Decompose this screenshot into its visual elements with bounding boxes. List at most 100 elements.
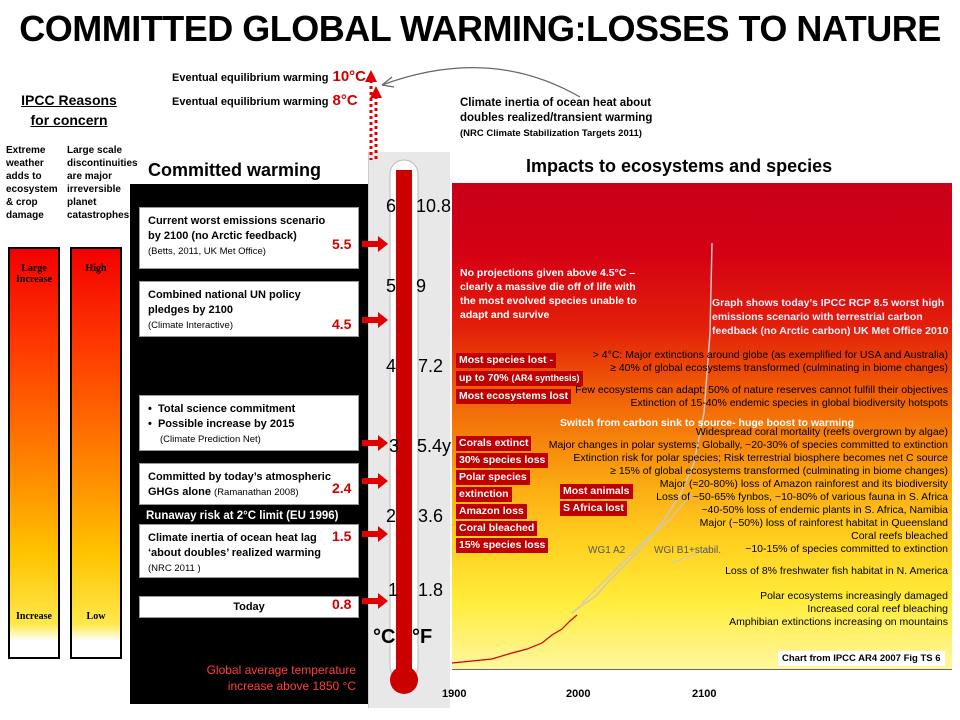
year-label: 1900 [442,688,467,700]
risk-bar-discontinuities: High Low [70,247,122,659]
box-source: (Ramanathan 2008) [214,487,299,498]
red-label: 15% species loss [456,538,549,553]
impacts-chart [452,183,952,669]
value-5-5: 5.5 [332,236,352,252]
impact-line: Loss of ~50-65% fynbos, ~10-80% of vario… [656,491,948,503]
most-species-lost: Most species lost - [456,353,556,368]
bar2-top-label: High [85,263,107,274]
col1-line: adds to [6,171,42,182]
equilibrium-10c: Eventual equilibrium warming 10°C [172,68,366,85]
risk-bar-extreme-weather: Large Increase Increase [8,247,60,659]
box-bullet: • Possible increase by 2015 [148,418,295,430]
col2-line: Large scale [67,145,123,156]
equilibrium-value: 10°C [332,68,366,85]
box-ocean-inertia: Climate inertia of ocean heat lag ‘about… [139,524,359,578]
col2-line: catastrophes [67,210,130,221]
tick-c: 4 [386,356,397,376]
graph-note: Graph shows today’s IPCC RCP 8.5 worst h… [712,297,949,337]
impact-line: Extinction risk for polar species; Risk … [573,452,948,464]
unit-fahrenheit: °F [412,626,433,648]
impact-line: ≥ 15% of global ecosystems transformed (… [610,465,948,477]
impact-line: Major changes in polar systems; Globally… [548,439,948,451]
impact-line: Extinction of 15-40% endemic species in … [630,397,948,409]
most-species-group: Most species lost - up to 70% (AR4 synth… [456,350,583,404]
impact-line: ~40-50% loss of endemic plants in S. Afr… [701,504,948,516]
footer-line: Global average temperature [206,663,356,677]
box-source: (Betts, 2011, UK Met Office) [148,246,266,257]
equilibrium-8c: Eventual equilibrium warming 8°C [172,92,358,109]
chart-curves [452,242,715,664]
impact-line: Major (~50%) loss of rainforest habitat … [699,517,948,529]
impact-line: Widespread coral mortality (reefs overgr… [695,426,948,438]
impact-line: ≥ 40% of global ecosystems transformed (… [610,362,948,374]
box-line: ‘about doubles’ realized warming [148,547,321,559]
most-animals-group: Most animals S Africa lost [560,482,633,516]
box-atmospheric-ghgs: Committed by today’s atmospheric GHGs al… [139,463,359,505]
red-labels: Corals extinct 30% species loss Polar sp… [456,434,549,553]
chart-title: Impacts to ecosystems and species [526,156,833,176]
tick-c: 3 [389,436,400,456]
committed-footer: Global average temperature increase abov… [188,662,356,694]
most-ecosystems-lost: Most ecosystems lost [456,389,572,404]
s-africa-lost: S Africa lost [560,501,627,516]
tick-f: 5.4y [417,436,452,456]
chart-source: Chart from IPCC AR4 2007 Fig TS 6 [778,651,945,666]
inertia-line-1: Climate inertia of ocean heat about [460,97,652,109]
tick-c: 1 [388,580,399,600]
inertia-note: Climate inertia of ocean heat about doub… [460,96,652,141]
box-source: (Climate Prediction Net) [160,434,261,445]
red-label: 30% species loss [456,453,549,468]
box-line: Possible increase by 2015 [157,418,295,430]
col1-line: Extreme [6,145,46,156]
box-bullet: • Total science commitment [148,403,296,415]
bar1-top-line: Large [21,263,47,274]
impact-line: Amphibian extinctions increasing on moun… [729,616,948,628]
col2-line: planet [67,197,97,208]
impact-line: Major (≈20-80%) loss of Amazon rainfores… [659,478,948,490]
curved-arrow [381,67,581,98]
ipcc-heading-line2: for concern [30,112,108,128]
impact-line: Loss of 8% freshwater fish habitat in N.… [725,565,948,577]
inertia-source: (NRC Climate Stabilization Targets 2011) [460,128,642,139]
col1-line: ecosystem [6,184,58,195]
page-title: COMMITTED GLOBAL WARMING:LOSSES TO NATUR… [19,8,941,49]
up-to-text: up to 70% [459,372,509,384]
red-label: Polar species [456,470,530,485]
box-line: GHGs alone [148,486,211,498]
value-2-4: 2.4 [332,480,352,496]
col1-line: weather [6,158,44,169]
box-line: Committed by today’s atmospheric [148,471,331,483]
red-label: Corals extinct [456,436,532,451]
red-label: Amazon loss [456,504,527,519]
footer-line: increase above 1850 °C [227,679,356,693]
box-source: (NRC 2011 ) [148,563,201,574]
col2-line: discontinuities [67,158,138,169]
year-label: 2000 [566,688,591,700]
impact-line: > 4°C: Major extinctions around globe (a… [592,349,948,361]
impact-line: Polar ecosystems increasingly damaged [760,590,948,602]
box-line: Total science commitment [157,403,296,415]
wg1-label: WG1 A2 [588,545,626,556]
ipcc-heading-line1: IPCC Reasons [21,92,117,108]
ipcc-col2: Large scale discontinuities are major ir… [67,144,149,222]
tick-f: 3.6 [418,506,444,526]
ipcc-heading: IPCC Reasons for concern [10,90,128,130]
most-animals: Most animals [560,484,633,499]
tick-c: 2 [386,506,397,526]
tick-f: 10.8 [416,196,452,216]
box-line: Current worst emissions scenario [148,215,326,227]
impact-line: Coral reefs bleached [851,530,948,542]
impact-line: ~10-15% of species committed to extincti… [745,543,948,555]
box-line: by 2100 (no Arctic feedback) [148,230,297,242]
box-total-commitment: • Total science commitment • Possible in… [139,395,359,451]
no-projections-note: No projections given above 4.5°C – clear… [460,267,637,321]
red-label: extinction [456,487,512,502]
col2-line: are major [67,171,113,182]
impacts-list: > 4°C: Major extinctions around globe (a… [528,349,948,629]
committed-heading: Committed warming [148,160,322,180]
tick-c: 6 [386,196,397,216]
x-axis [452,669,952,670]
switch-note: Switch from carbon sink to source- huge … [560,417,855,429]
wgi-label: WGI B1+stabil. [654,545,721,556]
box-un-pledges: Combined national UN policy pledges by 2… [139,281,359,337]
